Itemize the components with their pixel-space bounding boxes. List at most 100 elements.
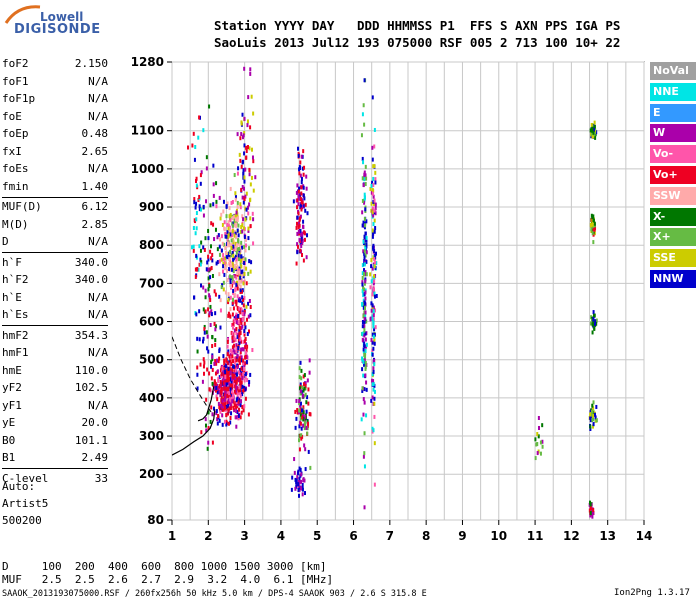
echo-point bbox=[205, 199, 208, 204]
echo-point bbox=[237, 413, 240, 418]
logo-line2: DIGISONDE bbox=[14, 22, 101, 37]
echo-point bbox=[300, 253, 303, 258]
echo-point bbox=[223, 402, 226, 407]
echo-point bbox=[296, 231, 299, 236]
echo-point bbox=[227, 411, 230, 416]
echo-point bbox=[363, 192, 366, 197]
echo-point bbox=[242, 226, 245, 231]
echo-point bbox=[372, 164, 375, 169]
echo-point bbox=[235, 380, 238, 385]
echo-point bbox=[301, 415, 304, 420]
echo-point bbox=[231, 233, 234, 238]
echo-point bbox=[204, 309, 207, 314]
echo-point bbox=[242, 257, 245, 262]
echo-point bbox=[293, 470, 296, 475]
echo-point bbox=[592, 422, 595, 427]
echo-point bbox=[303, 237, 306, 242]
echo-point bbox=[592, 424, 595, 429]
echo-point bbox=[211, 354, 214, 359]
echo-point bbox=[591, 219, 594, 224]
echo-point bbox=[236, 317, 239, 322]
echo-point bbox=[371, 210, 374, 215]
echo-point bbox=[230, 267, 233, 272]
echo-point bbox=[227, 292, 230, 297]
echo-point bbox=[246, 344, 249, 349]
echo-point bbox=[236, 396, 239, 401]
echo-point bbox=[228, 214, 231, 219]
echo-point bbox=[298, 408, 301, 413]
echo-point bbox=[371, 303, 374, 308]
echo-point bbox=[226, 352, 229, 357]
echo-point bbox=[592, 400, 595, 405]
echo-point bbox=[245, 304, 248, 309]
echo-point bbox=[232, 399, 235, 404]
echo-point bbox=[214, 227, 217, 232]
echo-point bbox=[302, 166, 305, 171]
echo-point bbox=[361, 112, 364, 117]
echo-point bbox=[229, 371, 232, 376]
echo-point bbox=[220, 212, 223, 217]
param-name: yF2 bbox=[2, 381, 22, 394]
echo-point bbox=[295, 478, 298, 483]
param-value: 2.65 bbox=[81, 144, 109, 158]
echo-point bbox=[303, 386, 306, 391]
echo-point bbox=[221, 241, 224, 246]
echo-point bbox=[235, 299, 238, 304]
echo-point bbox=[363, 259, 366, 264]
echo-point bbox=[208, 387, 211, 392]
echo-point bbox=[230, 238, 233, 243]
echo-point bbox=[227, 226, 230, 231]
echo-point bbox=[236, 132, 239, 137]
echo-point bbox=[371, 266, 374, 271]
echo-point bbox=[300, 233, 303, 238]
echo-point bbox=[205, 166, 208, 171]
echo-point bbox=[365, 413, 368, 418]
echo-point bbox=[219, 392, 222, 397]
echo-point bbox=[213, 406, 216, 411]
echo-point bbox=[209, 388, 212, 393]
echo-point bbox=[204, 236, 207, 241]
echo-point bbox=[232, 280, 235, 285]
echo-point bbox=[221, 401, 224, 406]
echo-point bbox=[365, 238, 368, 243]
echo-point bbox=[242, 186, 245, 191]
echo-point bbox=[222, 354, 225, 359]
param-value: 0.48 bbox=[81, 127, 109, 140]
echo-point bbox=[191, 143, 194, 148]
echo-point bbox=[242, 361, 245, 366]
echo-point bbox=[306, 378, 309, 383]
echo-point bbox=[302, 149, 305, 154]
echo-point bbox=[243, 404, 246, 409]
dashed-curve bbox=[172, 336, 213, 414]
echo-point bbox=[214, 359, 217, 364]
echo-point bbox=[244, 372, 247, 377]
trace-curves bbox=[172, 336, 216, 456]
echo-point bbox=[365, 219, 368, 224]
echo-point bbox=[302, 203, 305, 208]
echo-point bbox=[243, 271, 246, 276]
echo-point bbox=[239, 230, 242, 235]
echo-point bbox=[229, 314, 232, 319]
echo-point bbox=[362, 454, 365, 459]
echo-point bbox=[214, 327, 217, 332]
echo-point bbox=[214, 338, 217, 343]
echo-point bbox=[300, 472, 303, 477]
echo-point bbox=[239, 403, 242, 408]
param-value: N/A bbox=[88, 346, 108, 359]
echo-point bbox=[254, 175, 257, 180]
echo-point bbox=[295, 190, 298, 195]
echo-point bbox=[241, 384, 244, 389]
echo-point bbox=[239, 288, 242, 293]
echo-point bbox=[592, 414, 595, 419]
echo-point bbox=[232, 223, 235, 228]
param-name: hmF1 bbox=[2, 346, 29, 359]
echo-point bbox=[296, 198, 299, 203]
echo-point bbox=[246, 331, 249, 336]
echo-point bbox=[231, 331, 234, 336]
echo-point bbox=[363, 333, 366, 338]
echo-point bbox=[223, 397, 226, 402]
echo-point bbox=[226, 255, 229, 260]
echo-point bbox=[296, 408, 299, 413]
echo-point bbox=[241, 272, 244, 277]
echo-point bbox=[227, 398, 230, 403]
